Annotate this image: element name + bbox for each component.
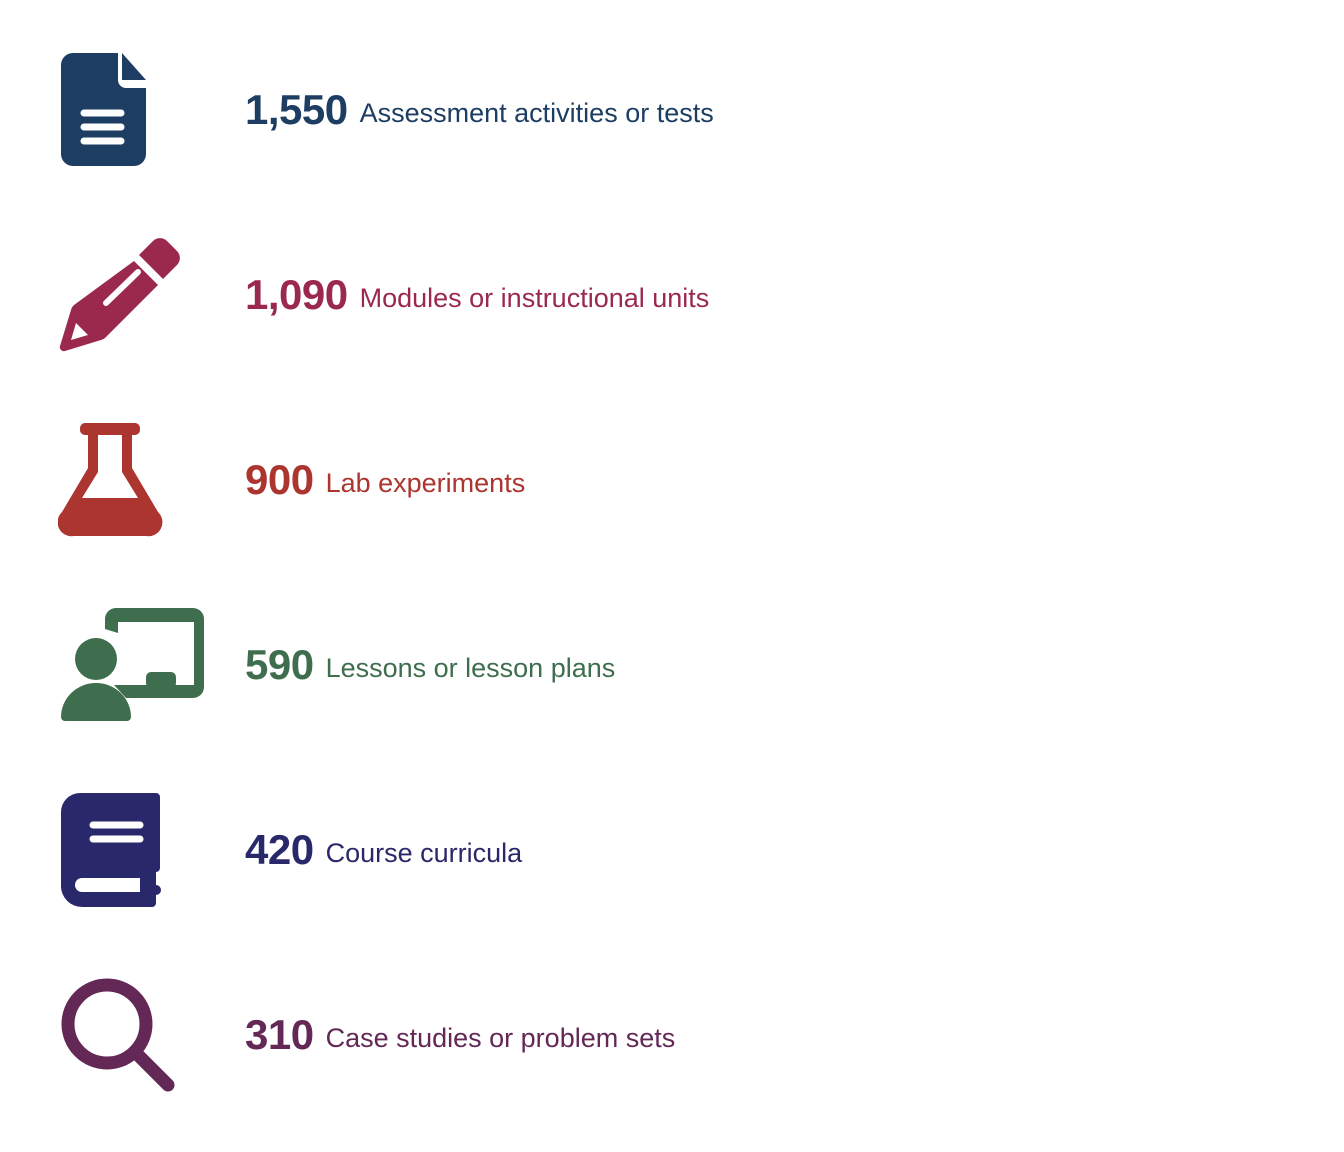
stat-label: Assessment activities or tests (359, 97, 714, 128)
stat-value: 590 (245, 641, 314, 688)
stat-label: Lessons or lesson plans (325, 652, 616, 683)
magnifier-icon (58, 975, 208, 1095)
stat-row-modules: 1,090 Modules or instructional units (0, 235, 1344, 355)
stat-value: 900 (245, 456, 314, 503)
stat-row-curricula: 420 Course curricula (0, 790, 1344, 910)
stat-value: 420 (245, 826, 314, 873)
document-icon (58, 50, 208, 170)
teacher-board-icon (58, 605, 208, 725)
stat-row-case-studies: 310 Case studies or problem sets (0, 975, 1344, 1095)
flask-icon (58, 420, 208, 540)
book-icon (58, 790, 208, 910)
stat-label: Case studies or problem sets (325, 1022, 676, 1053)
stat-label: Modules or instructional units (359, 282, 710, 313)
stat-row-labs: 900 Lab experiments (0, 420, 1344, 540)
pencil-icon (58, 235, 208, 355)
stat-value: 310 (245, 1011, 314, 1058)
stat-row-lessons: 590 Lessons or lesson plans (0, 605, 1344, 725)
stat-label: Course curricula (325, 837, 523, 868)
stat-label: Lab experiments (325, 467, 526, 498)
stat-row-assessments: 1,550 Assessment activities or tests (0, 50, 1344, 170)
stat-value: 1,090 (245, 271, 348, 318)
stat-value: 1,550 (245, 86, 348, 133)
